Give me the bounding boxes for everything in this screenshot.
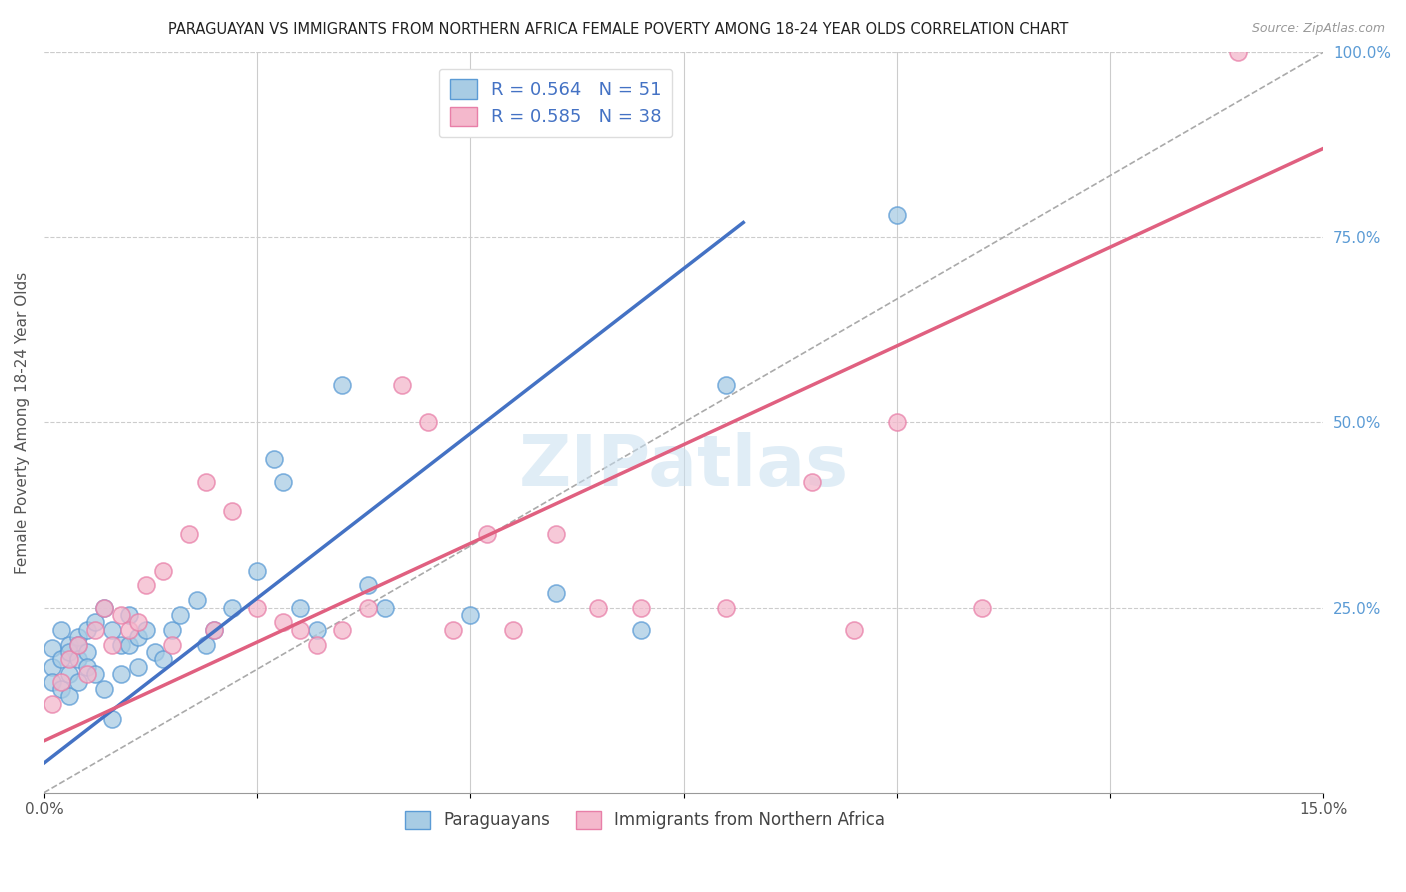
Text: PARAGUAYAN VS IMMIGRANTS FROM NORTHERN AFRICA FEMALE POVERTY AMONG 18-24 YEAR OL: PARAGUAYAN VS IMMIGRANTS FROM NORTHERN A… xyxy=(169,22,1069,37)
Point xyxy=(41,697,63,711)
Point xyxy=(886,416,908,430)
Point xyxy=(204,623,226,637)
Point xyxy=(502,623,524,637)
Point xyxy=(135,623,157,637)
Point xyxy=(332,378,354,392)
Point xyxy=(886,208,908,222)
Point xyxy=(271,615,294,630)
Text: ZIPatlas: ZIPatlas xyxy=(519,433,849,501)
Point xyxy=(169,607,191,622)
Point xyxy=(305,638,328,652)
Point xyxy=(800,475,823,489)
Point xyxy=(588,600,610,615)
Point xyxy=(49,623,72,637)
Text: Source: ZipAtlas.com: Source: ZipAtlas.com xyxy=(1251,22,1385,36)
Point xyxy=(416,416,439,430)
Point xyxy=(93,600,115,615)
Point xyxy=(288,623,311,637)
Point xyxy=(630,623,652,637)
Point xyxy=(110,638,132,652)
Point xyxy=(118,607,141,622)
Point xyxy=(288,600,311,615)
Point xyxy=(66,630,89,644)
Point xyxy=(93,600,115,615)
Point xyxy=(84,615,107,630)
Point xyxy=(41,674,63,689)
Point xyxy=(110,667,132,681)
Point xyxy=(101,712,124,726)
Point xyxy=(186,593,208,607)
Point xyxy=(1227,45,1250,60)
Point xyxy=(143,645,166,659)
Point xyxy=(66,638,89,652)
Point xyxy=(93,681,115,696)
Point xyxy=(58,690,80,704)
Point xyxy=(41,641,63,656)
Point xyxy=(246,600,269,615)
Point xyxy=(716,378,738,392)
Point xyxy=(127,660,149,674)
Legend: Paraguayans, Immigrants from Northern Africa: Paraguayans, Immigrants from Northern Af… xyxy=(399,805,891,836)
Point xyxy=(152,652,174,666)
Point xyxy=(271,475,294,489)
Point xyxy=(49,681,72,696)
Point xyxy=(66,652,89,666)
Point xyxy=(194,475,217,489)
Point xyxy=(76,623,98,637)
Point xyxy=(118,638,141,652)
Point xyxy=(127,630,149,644)
Point xyxy=(76,667,98,681)
Point xyxy=(263,452,285,467)
Point xyxy=(357,600,380,615)
Point xyxy=(844,623,866,637)
Point xyxy=(544,526,567,541)
Point xyxy=(221,504,243,518)
Point xyxy=(716,600,738,615)
Point xyxy=(332,623,354,637)
Point xyxy=(58,652,80,666)
Point xyxy=(374,600,396,615)
Point xyxy=(76,660,98,674)
Point xyxy=(246,564,269,578)
Y-axis label: Female Poverty Among 18-24 Year Olds: Female Poverty Among 18-24 Year Olds xyxy=(15,271,30,574)
Point xyxy=(66,674,89,689)
Point xyxy=(391,378,413,392)
Point xyxy=(204,623,226,637)
Point xyxy=(160,638,183,652)
Point xyxy=(972,600,994,615)
Point xyxy=(84,623,107,637)
Point xyxy=(58,645,80,659)
Point xyxy=(357,578,380,592)
Point xyxy=(135,578,157,592)
Point xyxy=(194,638,217,652)
Point xyxy=(177,526,200,541)
Point xyxy=(76,645,98,659)
Point xyxy=(58,667,80,681)
Point xyxy=(49,652,72,666)
Point xyxy=(544,586,567,600)
Point xyxy=(41,660,63,674)
Point xyxy=(221,600,243,615)
Point xyxy=(84,667,107,681)
Point xyxy=(460,607,482,622)
Point xyxy=(305,623,328,637)
Point xyxy=(58,638,80,652)
Point xyxy=(66,638,89,652)
Point xyxy=(477,526,499,541)
Point xyxy=(49,674,72,689)
Point xyxy=(160,623,183,637)
Point xyxy=(441,623,464,637)
Point xyxy=(127,615,149,630)
Point xyxy=(101,623,124,637)
Point xyxy=(118,623,141,637)
Point xyxy=(630,600,652,615)
Point xyxy=(101,638,124,652)
Point xyxy=(152,564,174,578)
Point xyxy=(110,607,132,622)
